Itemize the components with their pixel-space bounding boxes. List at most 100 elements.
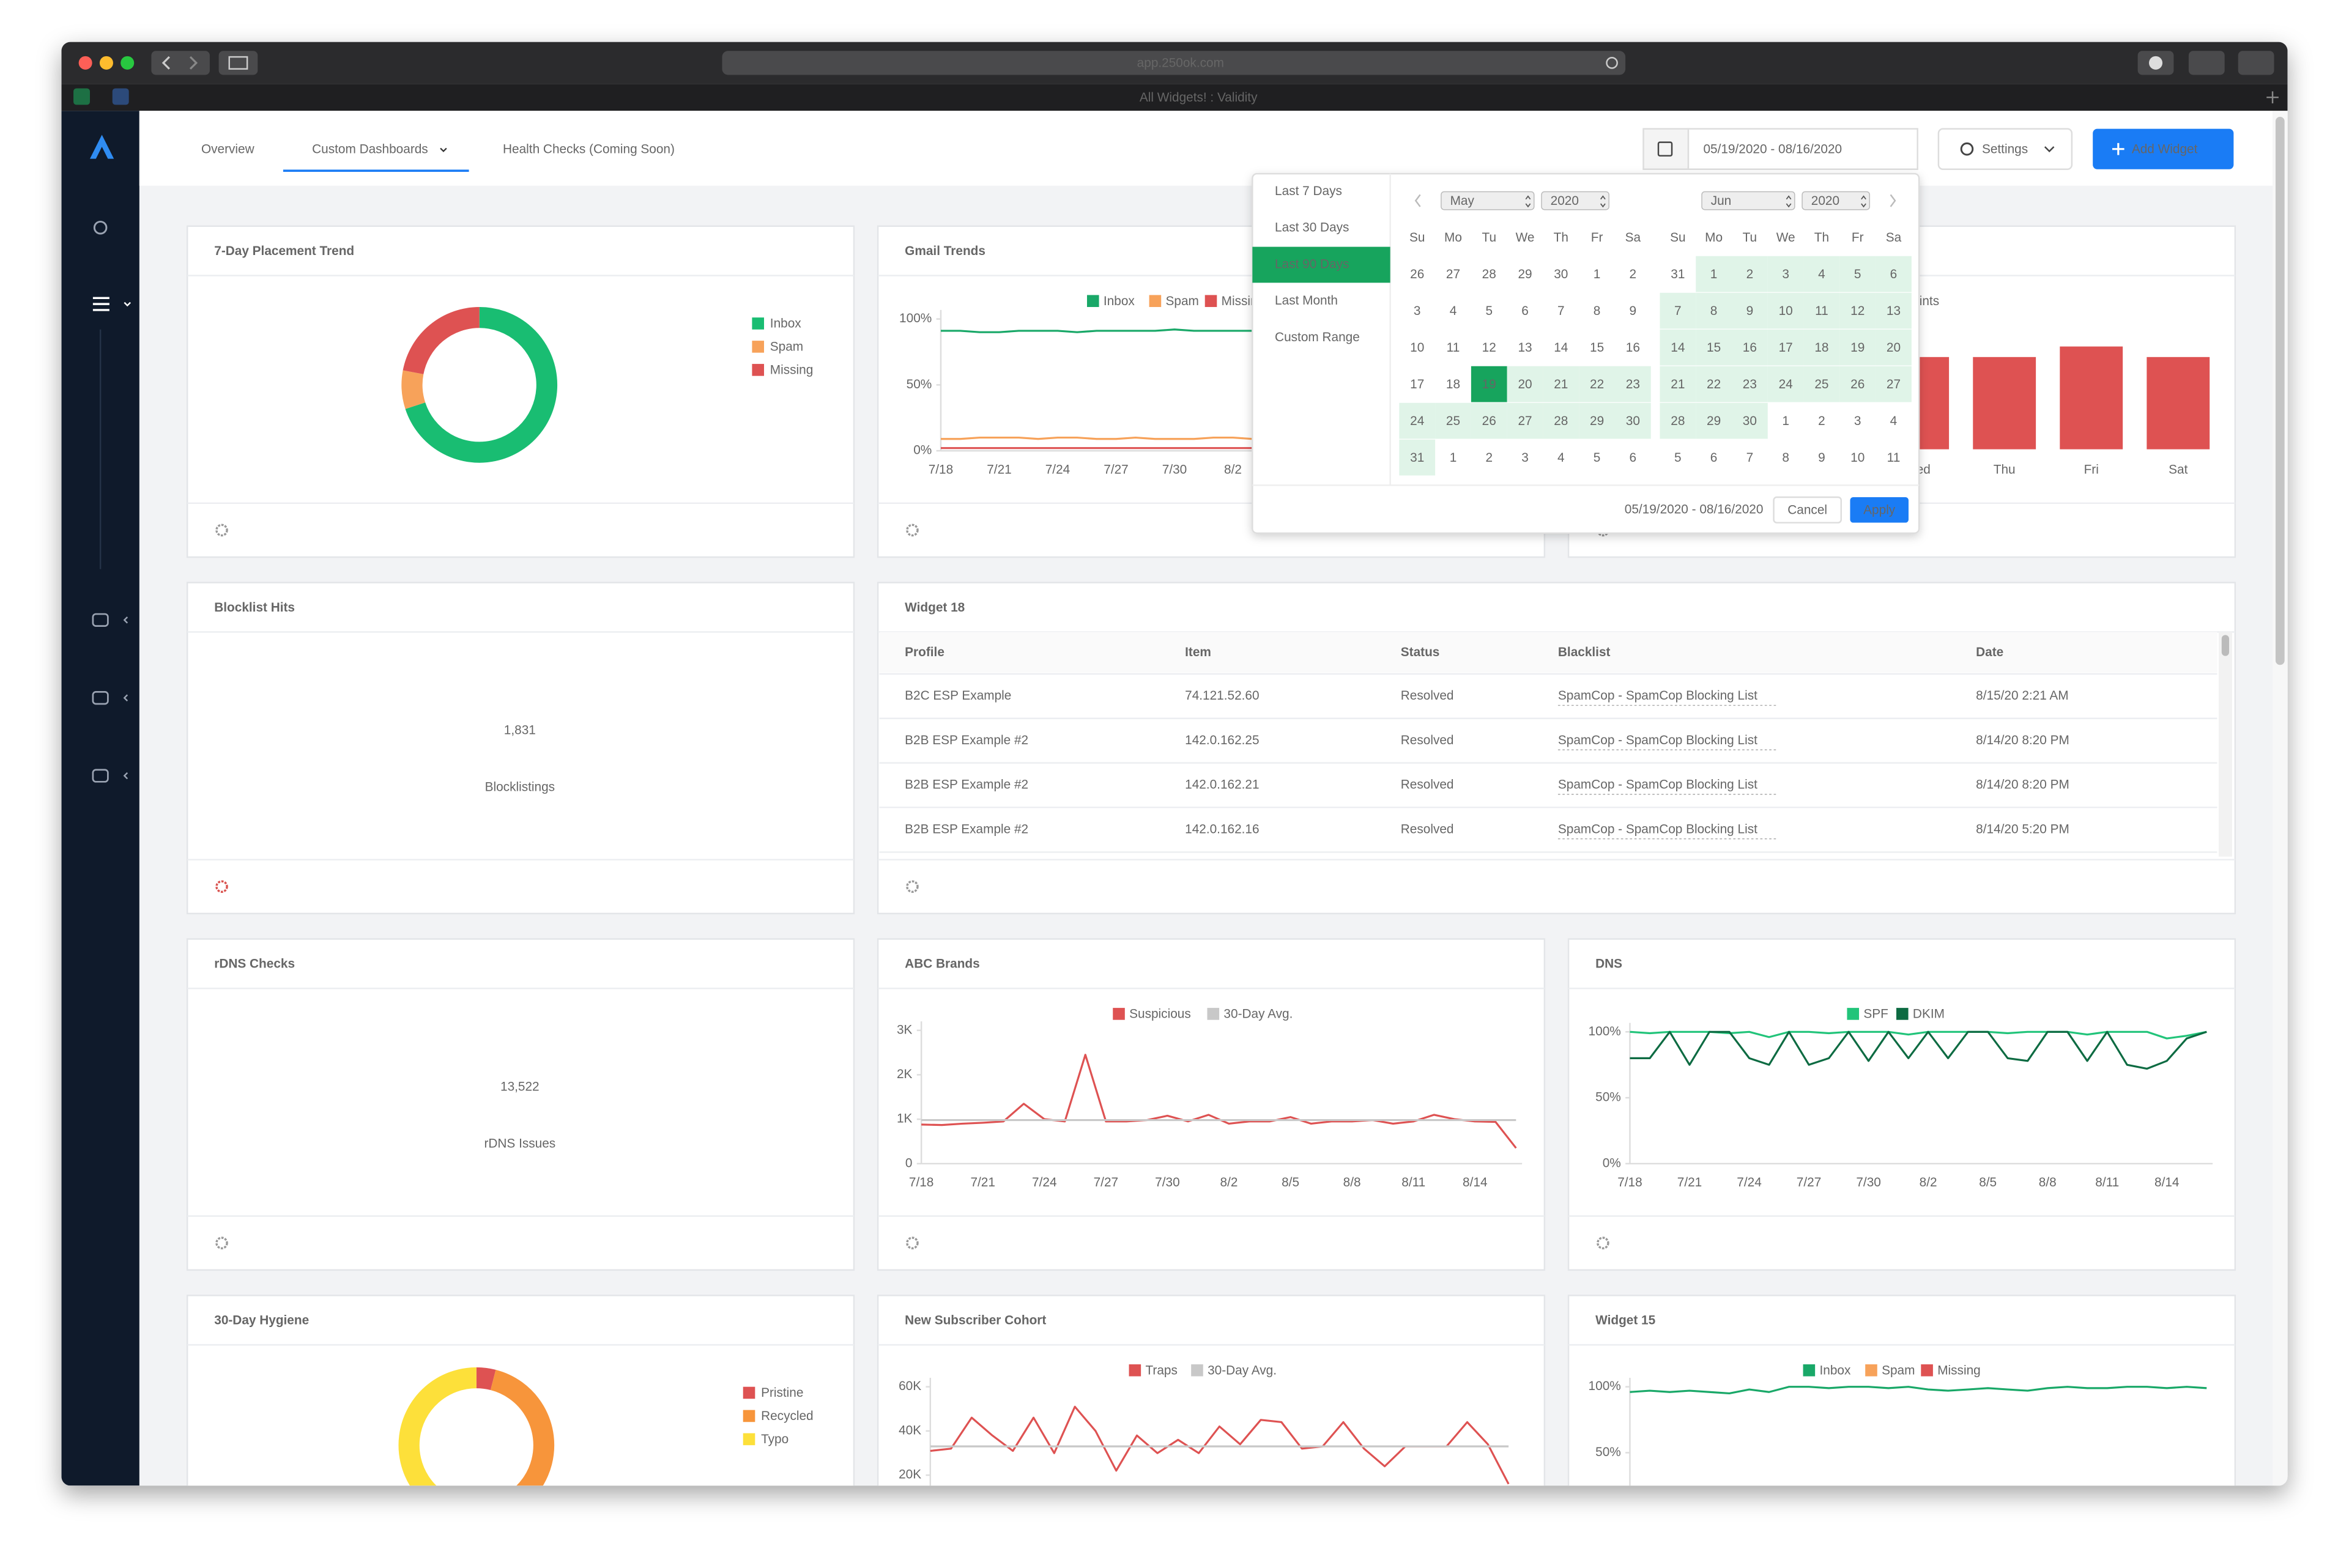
preset-option[interactable]: Last 90 Days (1275, 257, 1349, 271)
calendar-day[interactable]: 1 (1450, 451, 1457, 465)
preset-option[interactable]: Last 7 Days (1275, 184, 1342, 198)
widget-settings[interactable] (1597, 1237, 1609, 1249)
calendar-day[interactable]: 10 (1850, 451, 1865, 465)
calendar-day[interactable]: 27 (1518, 414, 1532, 428)
calendar-day[interactable]: 7 (1557, 304, 1565, 318)
calendar-day[interactable]: 2 (1485, 451, 1493, 465)
calendar-day[interactable]: 28 (1554, 414, 1568, 428)
prev-month[interactable] (1414, 194, 1421, 207)
preset-option[interactable]: Last Month (1275, 294, 1338, 308)
calendar-day[interactable]: 9 (1746, 304, 1754, 318)
scroll-thumb[interactable] (2275, 117, 2285, 665)
calendar-day[interactable]: 23 (1626, 377, 1640, 391)
preset-option[interactable]: Custom Range (1275, 330, 1360, 344)
date-icon-box[interactable] (1642, 128, 1690, 170)
calendar-day[interactable]: 3 (1782, 267, 1789, 281)
calendar-day[interactable]: 4 (1818, 267, 1825, 281)
widget-settings[interactable] (215, 1237, 228, 1249)
widget-settings[interactable] (215, 523, 228, 537)
toolbar-button[interactable] (2238, 51, 2274, 75)
calendar-day[interactable]: 13 (1518, 341, 1532, 355)
calendar-day[interactable]: 27 (1887, 377, 1901, 391)
calendar-day[interactable]: 21 (1554, 377, 1568, 391)
nav-tab[interactable]: Overview (201, 142, 255, 156)
year-select[interactable] (1802, 191, 1871, 210)
tools-icon[interactable] (93, 220, 108, 235)
calendar-day[interactable]: 16 (1743, 341, 1757, 355)
cancel-button[interactable] (1773, 496, 1842, 523)
calendar-day[interactable]: 8 (1710, 304, 1718, 318)
window-button[interactable] (121, 56, 135, 70)
calendar-day[interactable]: 2 (1818, 414, 1825, 428)
calendar-day[interactable]: 16 (1626, 341, 1640, 355)
calendar-day[interactable]: 4 (1450, 304, 1457, 318)
calendar-day[interactable]: 3 (1854, 414, 1861, 428)
calendar-day[interactable]: 9 (1818, 451, 1825, 465)
calendar-day[interactable]: 18 (1814, 341, 1828, 355)
calendar-day[interactable]: 22 (1590, 377, 1604, 391)
calendar-day[interactable]: 7 (1746, 451, 1754, 465)
calendar-day[interactable]: 21 (1671, 377, 1685, 391)
calendar-day[interactable]: 1 (1710, 267, 1718, 281)
calendar-day[interactable]: 24 (1410, 414, 1424, 428)
widget-settings[interactable] (215, 880, 228, 893)
back-button[interactable] (151, 51, 210, 75)
nav-icon[interactable] (92, 769, 109, 783)
calendar-day[interactable]: 19 (1850, 341, 1865, 355)
calendar-day[interactable]: 4 (1557, 451, 1565, 465)
sidebar-button[interactable] (218, 51, 258, 75)
preset-option[interactable]: Last 30 Days (1275, 221, 1349, 235)
calendar-day[interactable]: 28 (1671, 414, 1685, 428)
calendar-day[interactable]: 7 (1674, 304, 1682, 318)
window-button[interactable] (78, 56, 92, 70)
calendar-day[interactable]: 18 (1446, 377, 1460, 391)
month-select[interactable] (1701, 191, 1795, 210)
calendar-day[interactable]: 6 (1630, 451, 1637, 465)
calendar-day[interactable]: 29 (1707, 414, 1721, 428)
calendar-day[interactable]: 14 (1554, 341, 1568, 355)
calendar-day[interactable]: 15 (1590, 341, 1604, 355)
url-bar[interactable] (722, 51, 1626, 75)
calendar-day[interactable]: 28 (1482, 267, 1496, 281)
calendar-day[interactable]: 3 (1414, 304, 1421, 318)
calendar-day[interactable]: 5 (1485, 304, 1493, 318)
calendar-day[interactable]: 17 (1410, 377, 1424, 391)
calendar-day[interactable]: 2 (1630, 267, 1637, 281)
table-scroll-thumb[interactable] (2221, 635, 2230, 656)
calendar-day[interactable]: 6 (1521, 304, 1529, 318)
calendar-day[interactable]: 6 (1890, 267, 1898, 281)
calendar-day[interactable]: 5 (1674, 451, 1682, 465)
calendar-day[interactable]: 15 (1707, 341, 1721, 355)
calendar-day[interactable]: 26 (1410, 267, 1424, 281)
calendar-day[interactable]: 1 (1782, 414, 1789, 428)
calendar-day[interactable]: 20 (1887, 341, 1901, 355)
calendar-day[interactable]: 4 (1890, 414, 1898, 428)
calendar-day[interactable]: 12 (1850, 304, 1865, 318)
calendar-day[interactable]: 9 (1630, 304, 1637, 318)
nav-icon[interactable] (92, 691, 109, 705)
nav-tab[interactable]: Custom Dashboards (312, 142, 428, 156)
month-select[interactable] (1441, 191, 1535, 210)
calendar-day[interactable]: 11 (1815, 304, 1828, 318)
calendar-day[interactable]: 10 (1779, 304, 1793, 318)
calendar-day[interactable]: 29 (1518, 267, 1532, 281)
nav-icon[interactable] (92, 613, 109, 627)
calendar-day[interactable]: 2 (1746, 267, 1754, 281)
calendar-day[interactable]: 30 (1743, 414, 1757, 428)
calendar-day[interactable]: 30 (1554, 267, 1568, 281)
widget-settings[interactable] (906, 1237, 919, 1249)
calendar-day[interactable]: 17 (1779, 341, 1793, 355)
calendar-day[interactable]: 11 (1887, 451, 1901, 465)
widget-settings[interactable] (906, 880, 919, 893)
add-widget-button[interactable] (2093, 128, 2234, 169)
calendar-day[interactable]: 8 (1782, 451, 1789, 465)
calendar-day[interactable]: 13 (1887, 304, 1901, 318)
calendar-day[interactable]: 5 (1854, 267, 1861, 281)
calendar-day[interactable]: 25 (1814, 377, 1828, 391)
calendar-day[interactable]: 6 (1710, 451, 1718, 465)
nav-tab[interactable]: Health Checks (Coming Soon) (503, 142, 675, 156)
calendar-day[interactable]: 8 (1594, 304, 1601, 318)
calendar-day[interactable]: 31 (1671, 267, 1685, 281)
calendar-day[interactable]: 27 (1446, 267, 1460, 281)
calendar-day[interactable]: 24 (1779, 377, 1793, 391)
